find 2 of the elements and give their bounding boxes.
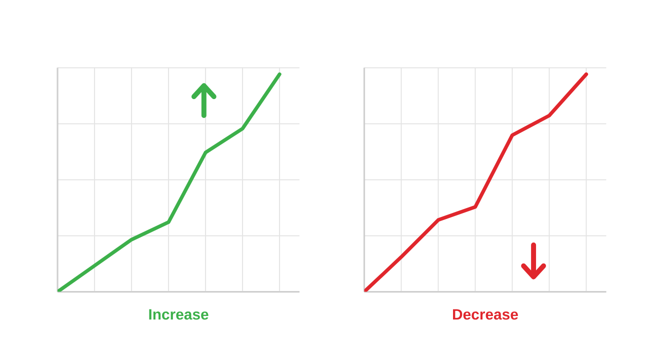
text: Increase — [149, 309, 208, 320]
text: Decrease — [453, 309, 518, 320]
